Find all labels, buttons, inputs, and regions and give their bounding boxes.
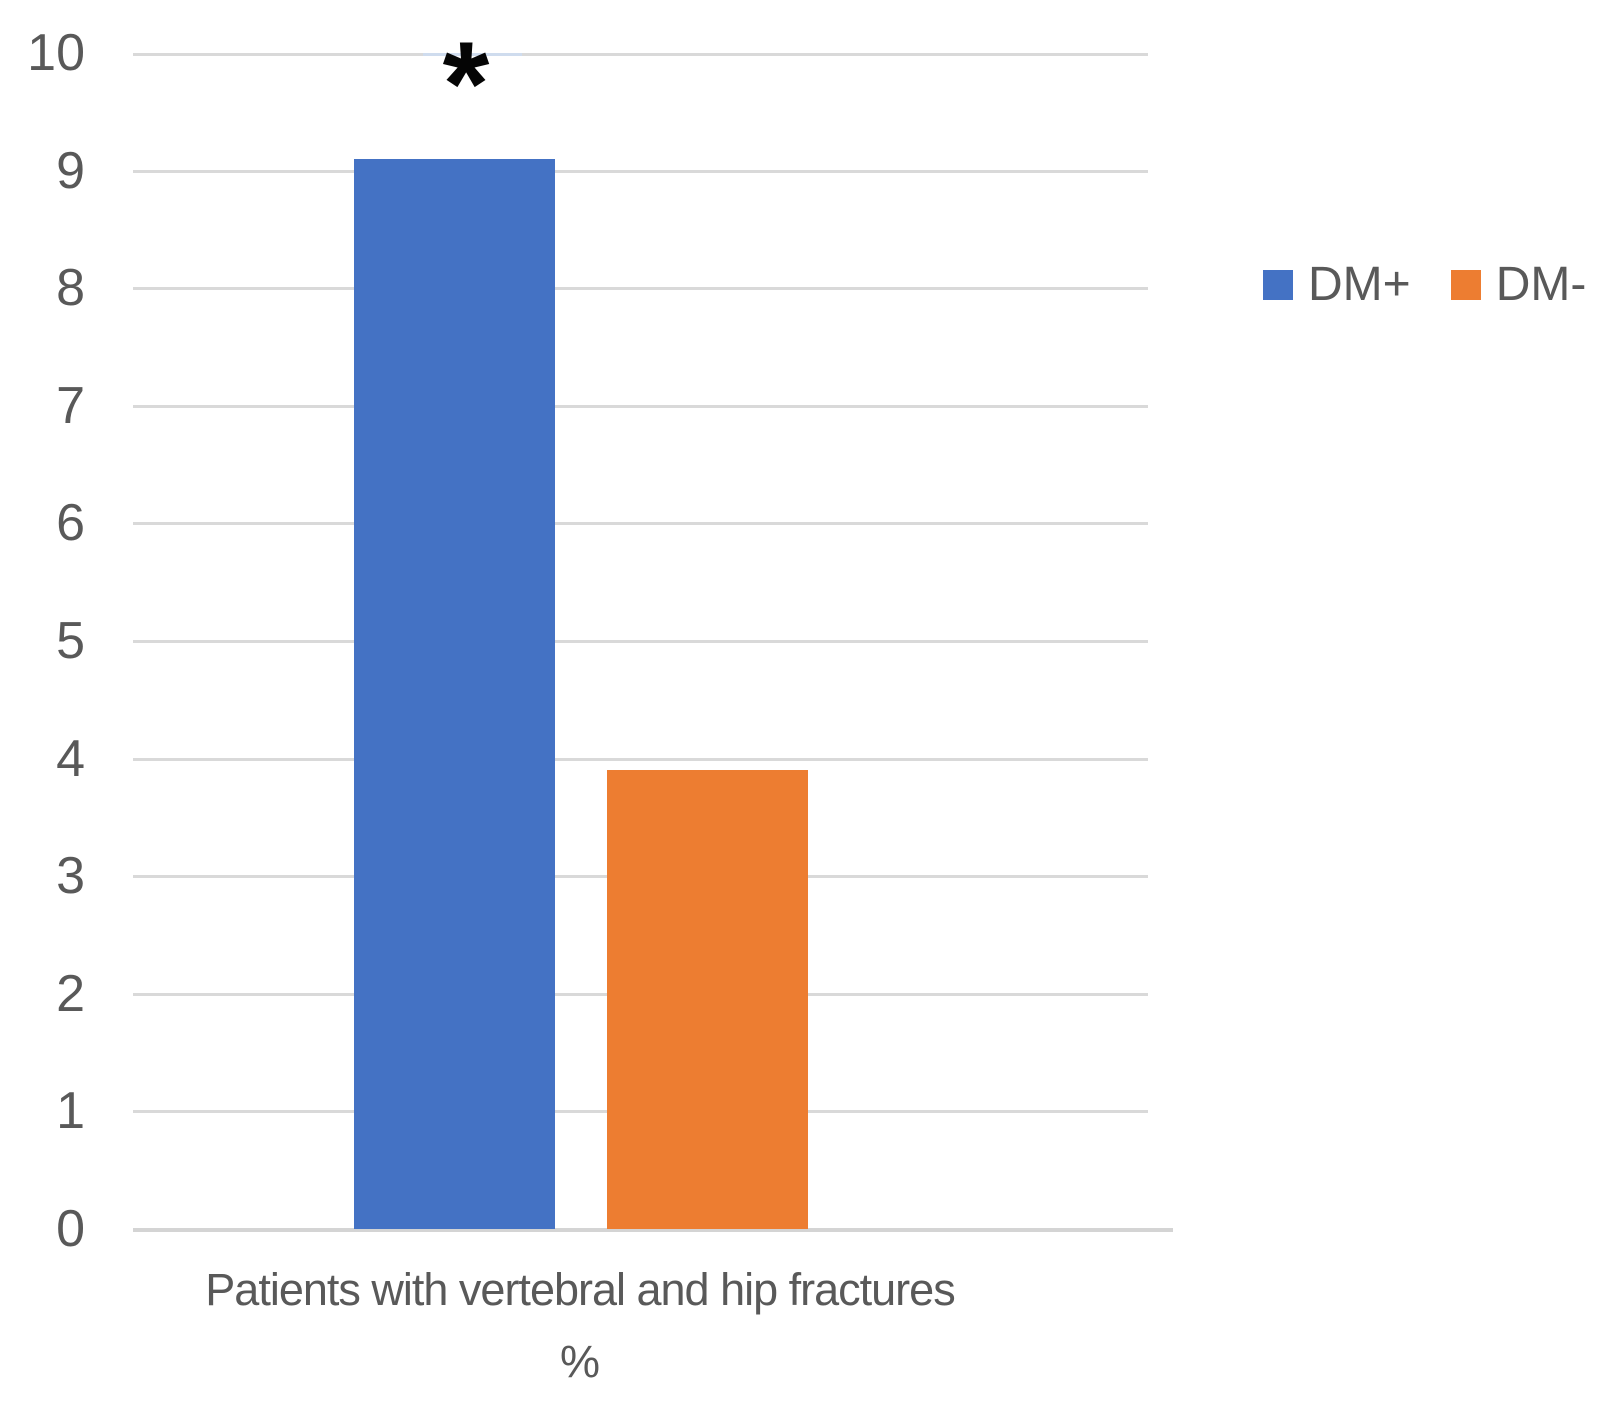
y-tick-label-9: 9 [56, 142, 85, 200]
y-tick-label-5: 5 [56, 612, 85, 670]
y-tick-label-10: 10 [27, 24, 85, 82]
legend-label-dm-plus: DM+ [1308, 258, 1411, 311]
gridline-highlight [423, 53, 522, 56]
legend-swatch-dm-minus [1450, 270, 1481, 300]
y-tick-label-4: 4 [56, 730, 85, 788]
bar-dm-plus [354, 159, 555, 1229]
legend-item-dm-minus: DM- [1450, 258, 1587, 311]
plot-area [133, 53, 1173, 1232]
legend-label-dm-minus: DM- [1495, 258, 1587, 311]
bar-dm-minus [607, 770, 808, 1229]
x-axis-title: Patients with vertebral and hip fracture… [0, 1260, 1160, 1392]
gridline-8 [133, 287, 1148, 290]
x-axis-title-line2: % [559, 1336, 600, 1387]
legend-swatch-dm-plus [1263, 270, 1293, 300]
gridline-10 [133, 53, 1148, 56]
x-axis-title-line1: Patients with vertebral and hip fracture… [205, 1264, 955, 1315]
y-axis: 0 1 2 3 4 5 6 7 8 9 10 [0, 0, 85, 1407]
significance-asterisk: * [442, 17, 490, 151]
y-tick-label-6: 6 [56, 494, 85, 552]
y-tick-label-8: 8 [56, 259, 85, 317]
gridline-7 [133, 405, 1148, 408]
x-axis-line [133, 1228, 1173, 1232]
legend-item-dm-plus: DM+ [1263, 261, 1411, 309]
gridline-6 [133, 522, 1148, 525]
y-tick-label-1: 1 [56, 1082, 85, 1140]
y-tick-label-7: 7 [56, 377, 85, 435]
gridline-5 [133, 640, 1148, 643]
y-tick-label-2: 2 [56, 965, 85, 1023]
gridline-9 [133, 170, 1148, 173]
legend: DM+ DM- [1263, 261, 1586, 309]
y-tick-label-0: 0 [56, 1200, 85, 1258]
y-tick-label-3: 3 [56, 847, 85, 905]
gridline-4 [133, 758, 1148, 761]
